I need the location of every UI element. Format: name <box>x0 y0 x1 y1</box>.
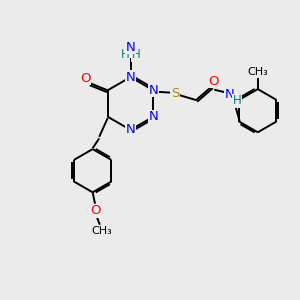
Text: N: N <box>225 88 235 101</box>
Text: CH₃: CH₃ <box>91 226 112 236</box>
Text: H: H <box>131 48 140 61</box>
Text: H: H <box>233 94 242 107</box>
Text: N: N <box>148 84 158 97</box>
Text: N: N <box>126 70 135 84</box>
Text: O: O <box>208 75 219 88</box>
Text: N: N <box>126 123 135 136</box>
Text: O: O <box>90 204 101 218</box>
Text: S: S <box>171 87 179 100</box>
Text: O: O <box>80 72 91 85</box>
Text: CH₃: CH₃ <box>248 67 268 77</box>
Text: N: N <box>126 40 135 54</box>
Text: N: N <box>148 110 158 123</box>
Text: H: H <box>121 48 130 61</box>
